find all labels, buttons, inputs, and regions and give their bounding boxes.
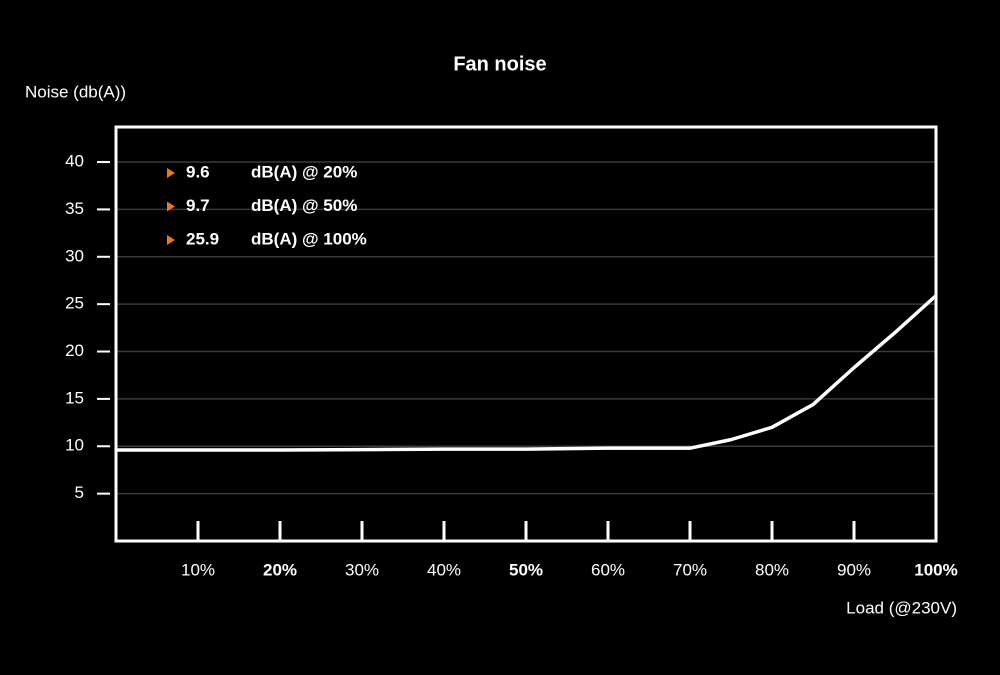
x-tick-label: 80% (755, 560, 789, 579)
y-tick-label: 20 (65, 341, 84, 360)
annotation-text: dB(A) @ 50% (251, 196, 357, 215)
annotation-value: 9.7 (186, 196, 210, 215)
annotation-value: 9.6 (186, 162, 210, 181)
x-axis-label: Load (@230V) (846, 598, 957, 617)
annotation-text: dB(A) @ 100% (251, 229, 367, 248)
chart-title: Fan noise (453, 53, 546, 75)
y-tick-label: 15 (65, 388, 84, 407)
y-axis-label: Noise (db(A)) (25, 82, 126, 101)
y-tick-label: 5 (75, 483, 84, 502)
y-tick-label: 25 (65, 294, 84, 313)
y-tick-label: 40 (65, 152, 84, 171)
y-tick-label: 30 (65, 246, 84, 265)
annotation-text: dB(A) @ 20% (251, 162, 357, 181)
x-tick-label: 40% (427, 560, 461, 579)
x-tick-label: 20% (263, 560, 297, 579)
x-tick-label: 100% (914, 560, 957, 579)
x-tick-label: 70% (673, 560, 707, 579)
annotation-marker (167, 201, 175, 212)
annotation-marker (167, 168, 175, 178)
annotation-marker (167, 235, 175, 245)
x-tick-label: 60% (591, 560, 625, 579)
line (116, 294, 938, 452)
y-tick-label: 10 (65, 436, 84, 455)
x-tick-label: 90% (837, 560, 871, 579)
x-tick-label: 10% (181, 560, 215, 579)
annotation-value: 25.9 (186, 229, 219, 248)
y-tick-label: 35 (65, 199, 84, 218)
x-tick-label: 30% (345, 560, 379, 579)
x-tick-label: 50% (509, 560, 543, 579)
